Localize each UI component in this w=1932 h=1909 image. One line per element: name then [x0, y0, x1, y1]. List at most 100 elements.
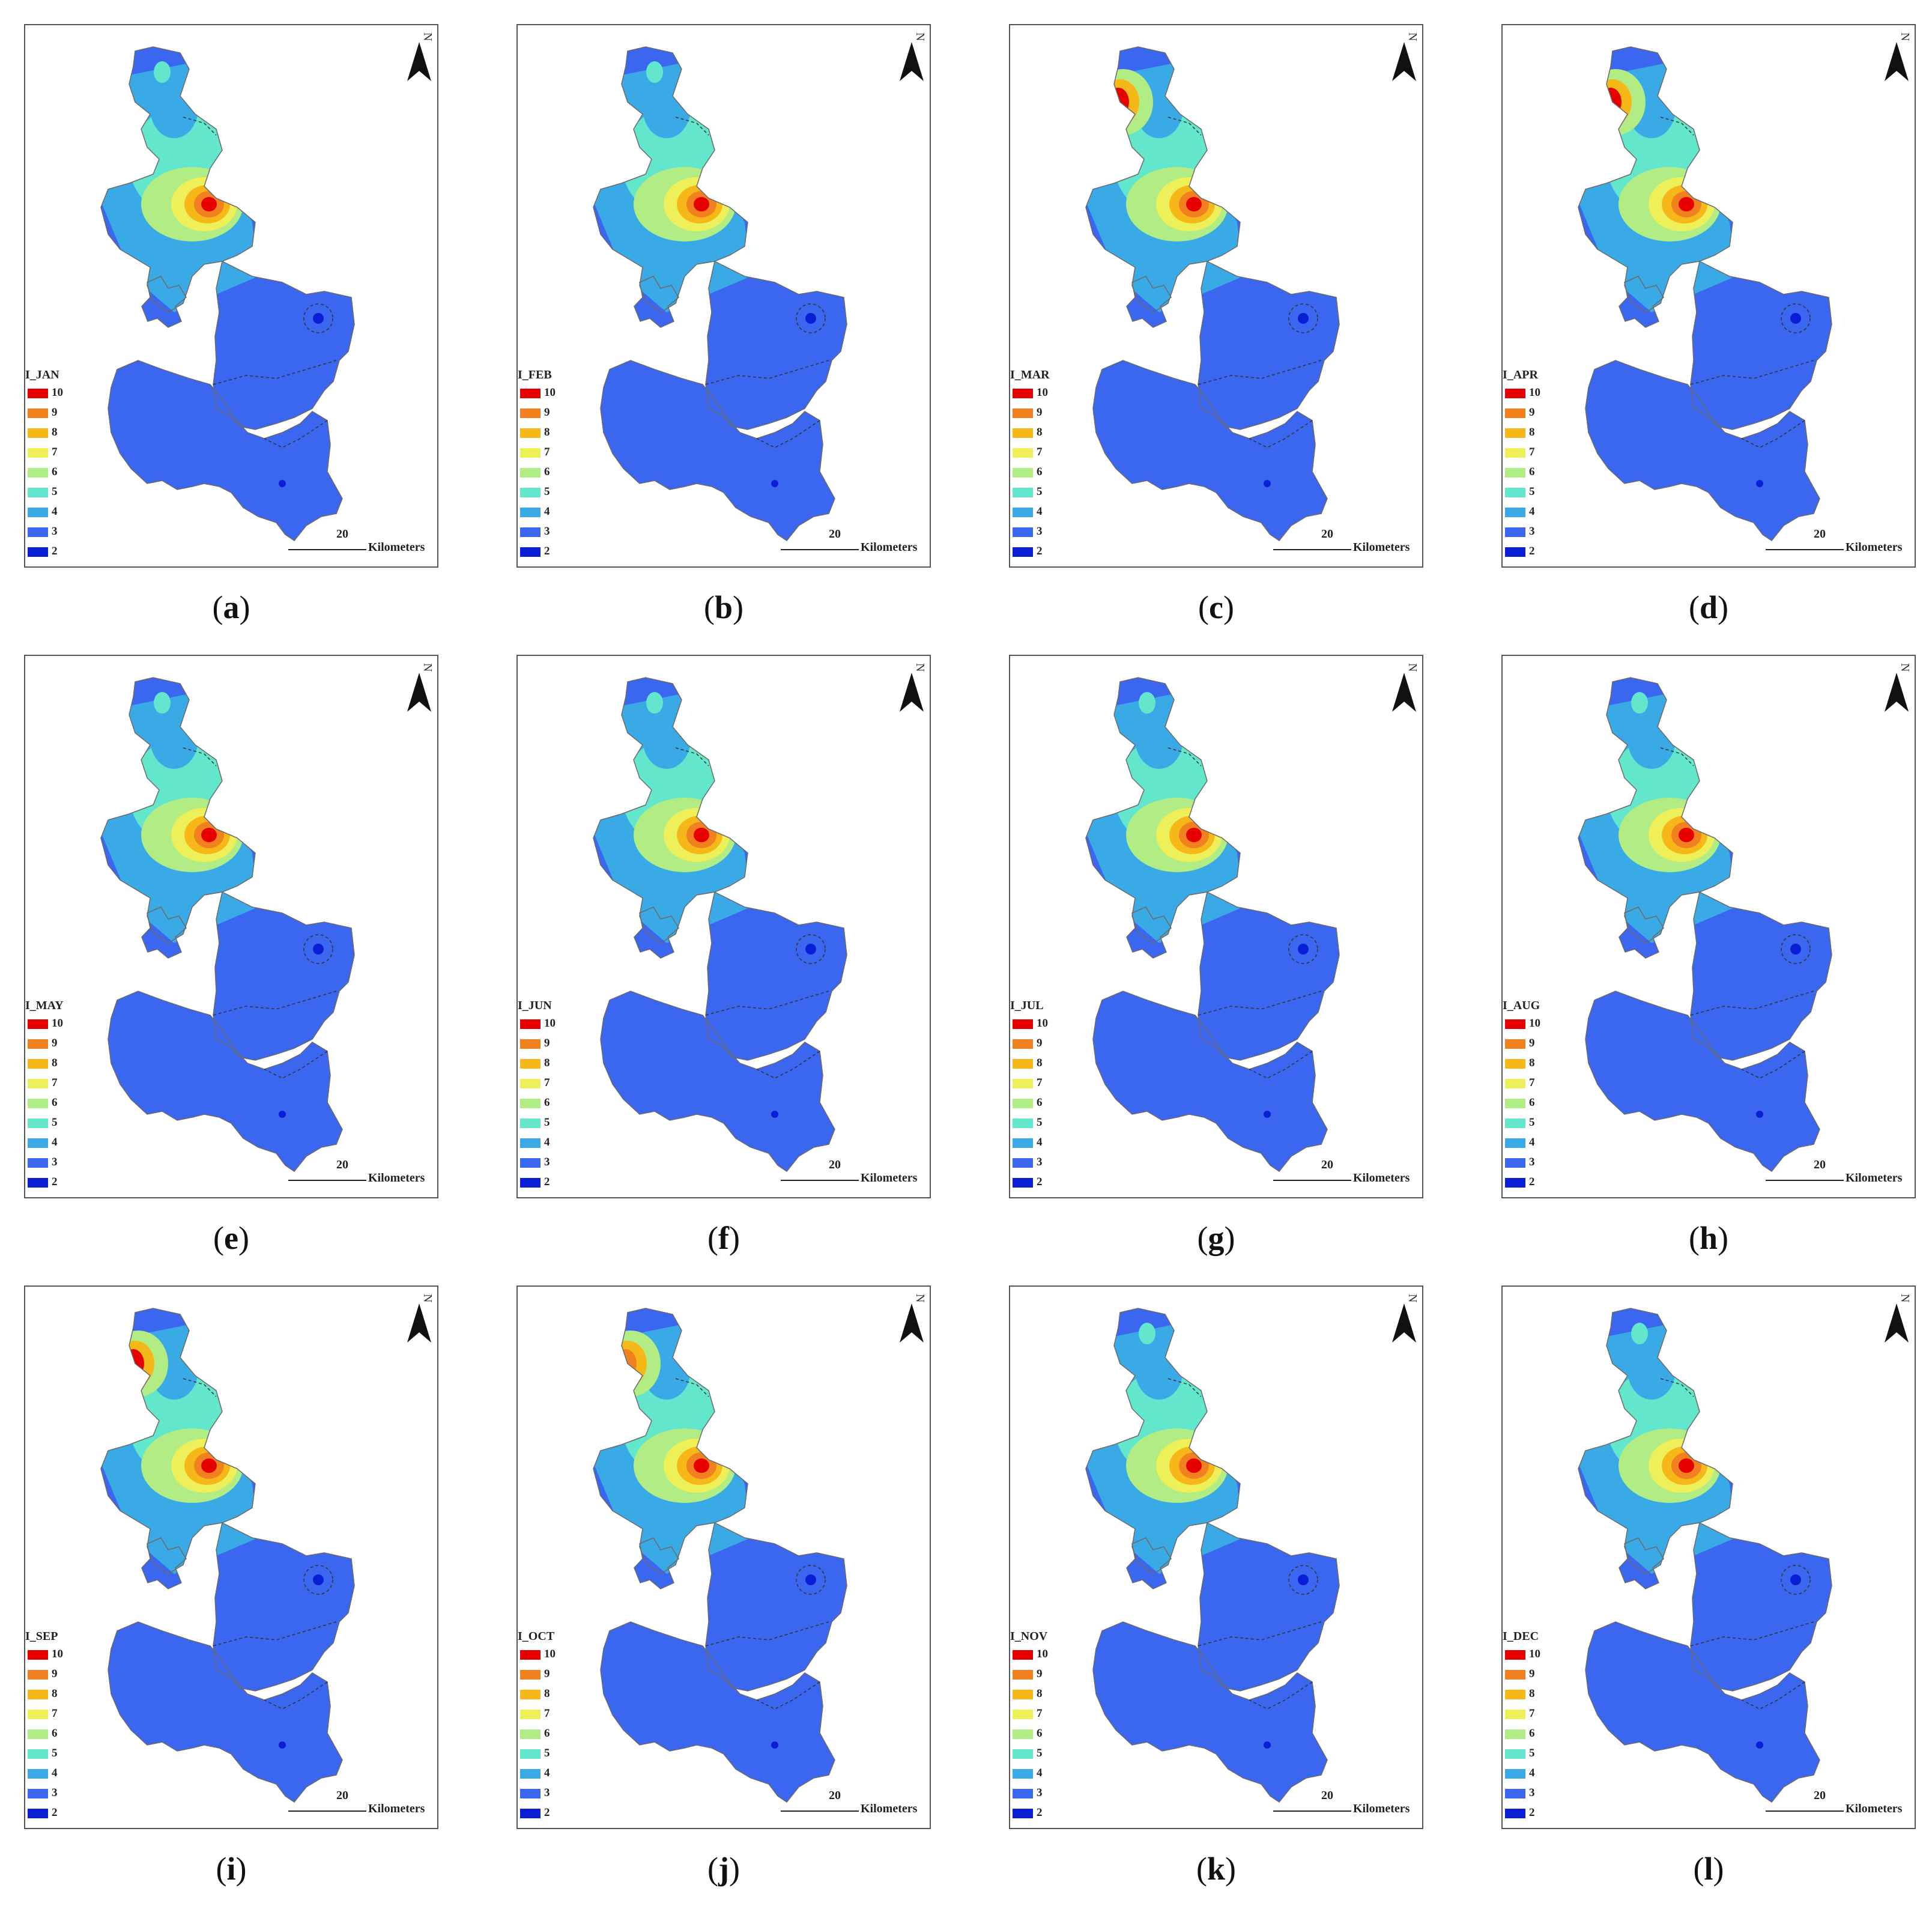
interpolation-map — [593, 46, 847, 542]
legend-swatch — [1013, 1039, 1033, 1049]
interpolation-map — [1578, 1308, 1832, 1803]
legend-item: 4 — [520, 505, 550, 520]
legend-value: 9 — [1037, 406, 1043, 419]
legend-swatch — [28, 1729, 48, 1739]
caption-letter: g — [1208, 1220, 1225, 1256]
scale-unit: Kilometers — [368, 1802, 425, 1815]
legend-swatch — [28, 1158, 48, 1168]
north-label: N — [1898, 32, 1912, 41]
legend-item: 5 — [28, 1747, 58, 1761]
map-panel: N I_OCT 10 9 8 7 6 5 4 3 2 20 Kilometers — [516, 1285, 931, 1829]
legend-value: 10 — [52, 1017, 63, 1030]
legend-item: 7 — [1505, 446, 1535, 460]
legend-item: 7 — [520, 446, 550, 460]
legend-value: 3 — [1529, 1786, 1535, 1799]
scale-bar: 20 Kilometers — [781, 1158, 930, 1194]
north-arrow-icon: N — [407, 663, 434, 712]
panel-caption: (i) — [216, 1851, 247, 1887]
legend-item: 9 — [1013, 1037, 1043, 1051]
north-label: N — [913, 32, 927, 41]
legend-value: 8 — [52, 426, 58, 439]
legend-swatch — [28, 1769, 48, 1779]
scale-unit: Kilometers — [1846, 1802, 1903, 1815]
north-arrow-icon: N — [900, 32, 927, 81]
legend-item: 6 — [1013, 1096, 1043, 1111]
panel-caption: (c) — [1198, 589, 1234, 625]
legend-item: 5 — [1013, 1116, 1043, 1131]
legend-border — [1501, 1630, 1503, 1828]
legend-value: 5 — [1529, 1747, 1535, 1759]
legend-value: 8 — [52, 1057, 58, 1069]
legend-value: 7 — [544, 446, 550, 458]
scale-line — [1273, 1810, 1351, 1812]
legend-value: 2 — [1529, 1176, 1535, 1188]
legend-swatch — [1505, 1690, 1525, 1699]
legend-swatch — [1013, 408, 1033, 418]
legend-value: 4 — [544, 1767, 550, 1779]
legend-value: 9 — [1529, 406, 1535, 419]
legend-value: 9 — [544, 1037, 550, 1049]
legend-item: 7 — [28, 1076, 58, 1091]
scale-unit: Kilometers — [1846, 1171, 1903, 1185]
legend-item: 6 — [1013, 1727, 1043, 1741]
legend-border — [24, 999, 25, 1197]
legend-swatch — [28, 1178, 48, 1188]
legend-item: 8 — [520, 426, 550, 440]
legend-item: 3 — [1013, 1786, 1043, 1801]
legend-item: 6 — [520, 1727, 550, 1741]
legend-title: I_FEB — [518, 368, 552, 381]
legend-swatch — [520, 1158, 541, 1168]
scale-bar: 20 Kilometers — [1766, 1789, 1915, 1825]
legend-value: 8 — [1529, 1687, 1535, 1700]
legend-value: 6 — [52, 466, 58, 478]
scale-bar: 20 Kilometers — [1273, 1158, 1422, 1194]
legend-value: 8 — [1037, 1057, 1043, 1069]
legend-swatch — [1505, 1670, 1525, 1680]
legend-value: 6 — [544, 1727, 550, 1740]
panel-caption: (k) — [1196, 1851, 1236, 1887]
legend-swatch — [1505, 1059, 1525, 1069]
interpolation-map — [593, 677, 847, 1173]
legend-swatch — [520, 1138, 541, 1148]
legend-border — [24, 368, 25, 566]
legend-swatch — [520, 448, 541, 458]
legend-value: 3 — [1037, 1786, 1043, 1799]
legend-swatch — [520, 1729, 541, 1739]
caption-letter: a — [223, 589, 240, 625]
legend-item: 4 — [1505, 505, 1535, 520]
legend: I_FEB 10 9 8 7 6 5 4 3 2 — [516, 368, 556, 566]
caption-letter: k — [1207, 1851, 1226, 1887]
legend-item: 10 — [1505, 386, 1540, 401]
scale-bar: 20 Kilometers — [1766, 527, 1915, 563]
legend-value: 5 — [52, 1116, 58, 1129]
legend-title: I_MAY — [25, 999, 64, 1012]
legend-swatch — [1013, 448, 1033, 458]
legend-swatch — [1013, 428, 1033, 438]
north-label: N — [1406, 1294, 1419, 1302]
legend-value: 8 — [544, 1687, 550, 1700]
legend-value: 3 — [1037, 1156, 1043, 1168]
legend-item: 8 — [1013, 426, 1043, 440]
legend-item: 5 — [1505, 1747, 1535, 1761]
legend-value: 6 — [1037, 1727, 1043, 1740]
legend-swatch — [1505, 1729, 1525, 1739]
legend-item: 2 — [1013, 1806, 1043, 1821]
legend-value: 7 — [1529, 1707, 1535, 1720]
caption-letter: i — [226, 1851, 236, 1887]
north-arrow-icon: N — [1885, 32, 1912, 81]
legend-swatch — [520, 1178, 541, 1188]
legend-value: 6 — [1037, 466, 1043, 478]
legend-item: 4 — [1013, 505, 1043, 520]
legend-swatch — [520, 1749, 541, 1759]
scale-value: 20 — [1321, 1158, 1333, 1171]
legend-swatch — [520, 547, 541, 557]
legend-item: 10 — [520, 386, 556, 401]
legend-value: 4 — [1037, 1767, 1043, 1779]
north-arrow-icon: N — [900, 663, 927, 712]
legend-value: 9 — [1037, 1668, 1043, 1680]
legend-item: 7 — [1013, 1707, 1043, 1722]
legend-value: 9 — [544, 406, 550, 419]
legend-item: 4 — [28, 1767, 58, 1781]
legend-title: I_APR — [1503, 368, 1538, 381]
legend-swatch — [1013, 488, 1033, 497]
